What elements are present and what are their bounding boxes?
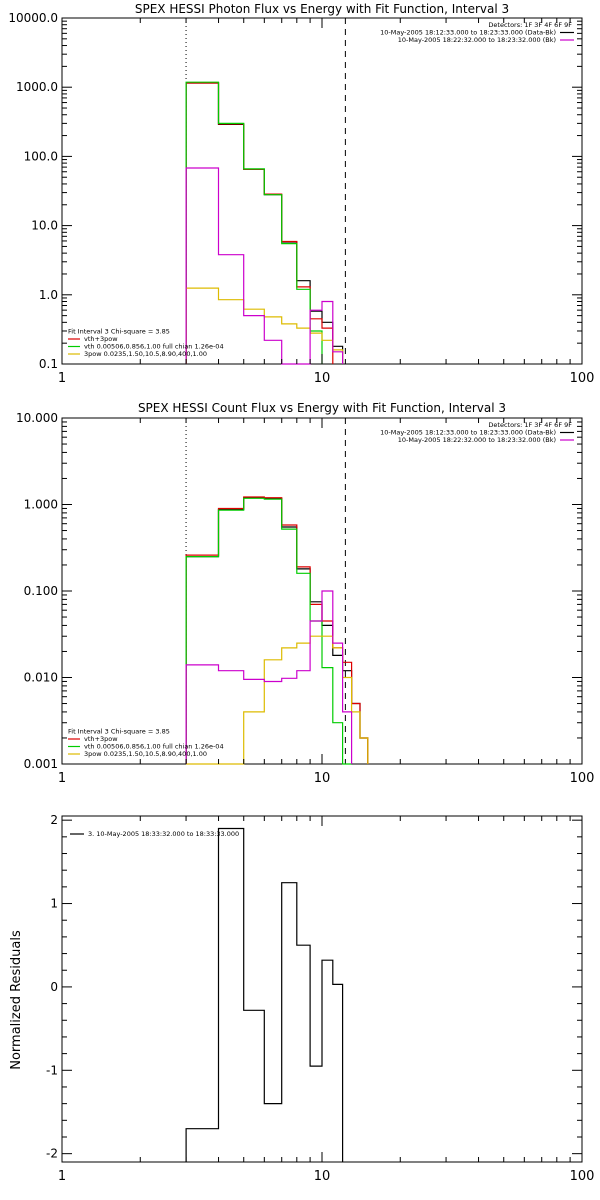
y-tick-label: 10.000 — [16, 411, 58, 425]
residuals-panel: Normalized Residuals 1 10 100 -2 -1 0 1 2 3. 10… — [9, 813, 594, 1184]
legend-top-right-text: Detectors: 1F 3F 4F 6F 9F — [488, 421, 572, 429]
legend-bottom-left-text: vth+3pow — [84, 335, 118, 343]
y-tick-label: -2 — [46, 1147, 58, 1161]
series-3pow-line — [185, 287, 344, 364]
x-tick-label: 10 — [314, 1169, 331, 1184]
series-vth+3pow-line — [185, 82, 334, 364]
count-flux-title: SPEX HESSI Count Flux vs Energy with Fit… — [138, 401, 506, 415]
y-tick-label: 2 — [50, 813, 58, 827]
series-bk-line — [185, 590, 353, 764]
y-tick-label: 0.1 — [39, 357, 58, 371]
y-tick-label: 0.001 — [24, 757, 58, 771]
legend-bottom-left-text: vth 0.00506,0.856,1.00 full chian 1.26e-… — [84, 343, 224, 351]
x-tick-label: 100 — [570, 1169, 595, 1184]
series-residuals-line — [185, 827, 344, 1162]
y-tick-label: 1 — [50, 897, 58, 911]
legend-top-left-text: 3. 10-May-2005 18:33:32.000 to 18:33:33.… — [88, 830, 239, 838]
y-tick-label: 100.0 — [24, 149, 58, 163]
y-tick-label: 0 — [50, 980, 58, 994]
x-tick-label: 1 — [58, 1169, 66, 1184]
photon-flux-title: SPEX HESSI Photon Flux vs Energy with Fi… — [135, 2, 509, 16]
legend-bottom-left-text: Fit Interval 3 Chi-square = 3.85 — [68, 328, 170, 336]
legend-bottom-left-text: 3pow 0.0235,1.50,10.5,8.90,400,1.00 — [84, 350, 207, 358]
y-tick-label: 0.100 — [24, 584, 58, 598]
legend-bottom-left-text: Fit Interval 3 Chi-square = 3.85 — [68, 728, 170, 736]
y-tick-label: 1000.0 — [16, 80, 58, 94]
legend-top-right-text: 10-May-2005 18:12:33.000 to 18:23:33.000… — [380, 29, 556, 37]
legend-bottom-left-text: vth 0.00506,0.856,1.00 full chian 1.26e-… — [84, 743, 224, 751]
series-bk-line — [185, 167, 344, 365]
y-tick-label: 0.010 — [24, 671, 58, 685]
legend-bottom-left-text: 3pow 0.0235,1.50,10.5,8.90,400,1.00 — [84, 750, 207, 758]
y-tick-label: 10.0 — [31, 219, 58, 233]
legend-top-right-text: Detectors: 1F 3F 4F 6F 9F — [488, 21, 572, 29]
photon-flux-panel: SPEX HESSI Photon Flux vs Energy with Fi… — [8, 2, 594, 386]
legend-bottom-left-text: vth+3pow — [84, 735, 118, 743]
y-tick-label: 10000.0 — [8, 11, 58, 25]
series-data-line — [185, 497, 369, 764]
count-flux-panel: SPEX HESSI Count Flux vs Energy with Fit… — [16, 401, 594, 786]
series-vth-line — [185, 81, 323, 364]
legend-top-right-text: 10-May-2005 18:12:33.000 to 18:23:33.000… — [380, 429, 556, 437]
legend-top-right-text: 10-May-2005 18:22:32.000 to 18:23:32.000… — [398, 436, 556, 444]
x-tick-label: 1 — [58, 771, 66, 786]
series-vth+3pow-line — [185, 496, 369, 764]
x-tick-label: 100 — [570, 771, 595, 786]
x-tick-label: 1 — [58, 371, 66, 386]
x-tick-label: 10 — [314, 771, 331, 786]
legend-top-right-text: 10-May-2005 18:22:32.000 to 18:23:32.000… — [398, 36, 556, 44]
residuals-y-axis-label: Normalized Residuals — [9, 930, 24, 1070]
y-tick-label: 1.0 — [39, 288, 58, 302]
x-tick-label: 100 — [570, 371, 595, 386]
x-tick-label: 10 — [314, 371, 331, 386]
y-tick-label: 1.000 — [24, 498, 58, 512]
y-tick-label: -1 — [46, 1063, 58, 1077]
series-vth-line — [185, 497, 352, 765]
